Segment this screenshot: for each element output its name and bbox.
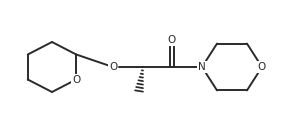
Text: O: O [168,35,176,45]
Text: O: O [72,75,80,85]
Text: O: O [258,62,266,72]
Text: O: O [109,62,117,72]
Text: N: N [198,62,206,72]
